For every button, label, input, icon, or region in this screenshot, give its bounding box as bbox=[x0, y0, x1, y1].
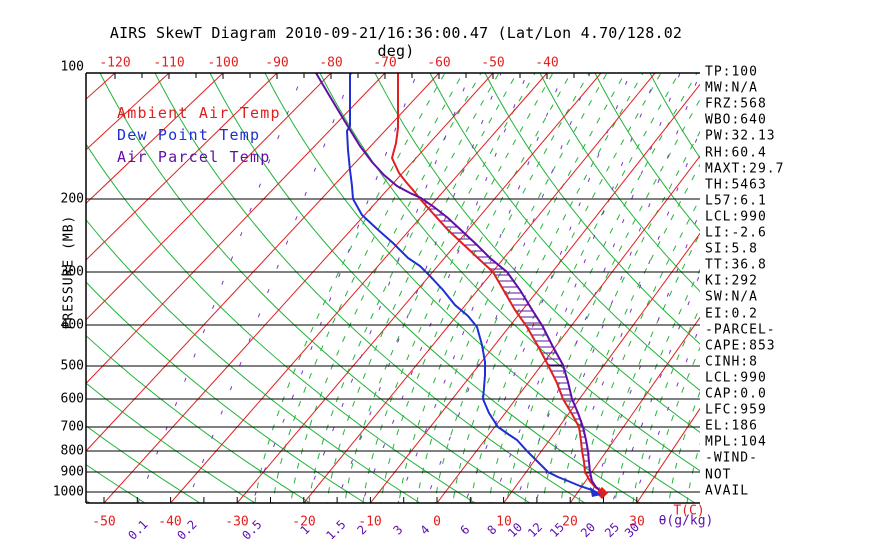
parameter-line: FRZ:568 bbox=[705, 96, 767, 112]
parameter-line: SI:5.8 bbox=[705, 241, 758, 257]
parameter-line: CINH:8 bbox=[705, 354, 758, 370]
parameter-line: TH:5463 bbox=[705, 177, 767, 193]
bottom-axis-tick-label: 30 bbox=[629, 514, 645, 530]
parameter-line: MPL:104 bbox=[705, 434, 767, 450]
pressure-tick-label: 300 bbox=[60, 264, 84, 280]
parameter-line: -PARCEL- bbox=[705, 322, 776, 338]
parameter-line: AVAIL bbox=[705, 483, 750, 499]
page-title: AIRS SkewT Diagram 2010-09-21/16:36:00.4… bbox=[109, 24, 683, 60]
parameter-line: LFC:959 bbox=[705, 402, 767, 418]
top-axis-tick-label: -80 bbox=[319, 55, 343, 71]
parameter-line: L57:6.1 bbox=[705, 193, 767, 209]
parameter-line: CAPE:853 bbox=[705, 338, 776, 354]
bottom-axis-tick-label: -20 bbox=[292, 514, 316, 530]
surface-temp-marker bbox=[596, 487, 608, 499]
parameter-line: LCL:990 bbox=[705, 209, 767, 225]
parameter-line: TP:100 bbox=[705, 64, 758, 80]
bottom-axis-tick-label: -10 bbox=[358, 514, 382, 530]
parameter-line: PW:32.13 bbox=[705, 128, 776, 144]
legend-dew-point-temp: Dew Point Temp bbox=[117, 126, 261, 144]
parameter-line: CAP:0.0 bbox=[705, 386, 767, 402]
bottom-axis-tick-label: -40 bbox=[158, 514, 182, 530]
top-axis-tick-label: -120 bbox=[99, 55, 131, 71]
temperature-unit-label: T(C) bbox=[673, 503, 705, 519]
bottom-axis-tick-label: 10 bbox=[496, 514, 512, 530]
parameter-line: NOT bbox=[705, 467, 732, 482]
top-axis-tick-label: -110 bbox=[153, 55, 185, 71]
parameter-line: -WIND- bbox=[705, 450, 758, 466]
pressure-tick-label: 500 bbox=[60, 358, 84, 374]
parameter-line: RH:60.4 bbox=[705, 145, 767, 160]
bottom-axis-tick-label: -30 bbox=[225, 514, 249, 530]
bottom-axis-tick-label: 20 bbox=[562, 514, 578, 530]
legend-ambient-air-temp: Ambient Air Temp bbox=[117, 104, 281, 122]
top-axis-tick-label: -40 bbox=[535, 55, 559, 71]
axes-frame bbox=[85, 72, 700, 504]
surface-dewpoint-marker bbox=[590, 487, 601, 497]
pressure-tick-label: 600 bbox=[60, 391, 84, 407]
pressure-tick-label: 800 bbox=[60, 443, 84, 459]
pressure-tick-label: 400 bbox=[60, 317, 84, 333]
top-axis-tick-label: -70 bbox=[373, 55, 397, 71]
bottom-axis-tick-label: 0 bbox=[433, 514, 441, 530]
parameter-line: KI:292 bbox=[705, 273, 758, 289]
pressure-tick-label: 200 bbox=[60, 191, 84, 207]
parameter-line: TT:36.8 bbox=[705, 257, 767, 273]
legend-air-parcel-temp: Air Parcel Temp bbox=[117, 148, 271, 166]
parameter-line: EI:0.2 bbox=[705, 306, 758, 321]
bottom-axis-tick-label: -50 bbox=[92, 514, 116, 530]
parameter-line: MAXT:29.7 bbox=[705, 161, 785, 177]
parameter-line: SW:N/A bbox=[705, 289, 758, 305]
pressure-tick-label: 700 bbox=[60, 419, 84, 435]
pressure-tick-label: 1000 bbox=[52, 484, 84, 500]
top-axis-tick-label: -50 bbox=[481, 55, 505, 71]
mixing-ratio-unit-label: θ(g/kg) bbox=[658, 513, 714, 529]
parameter-line: WBO:640 bbox=[705, 112, 767, 128]
parameter-line: MW:N/A bbox=[705, 80, 758, 96]
pressure-tick-label: 100 bbox=[60, 59, 84, 75]
pressure-tick-label: 900 bbox=[60, 464, 84, 480]
top-axis-tick-label: -100 bbox=[207, 55, 239, 71]
parameter-line: LCL:990 bbox=[705, 370, 767, 386]
top-axis-tick-label: -90 bbox=[265, 55, 289, 71]
parameter-line: LI:-2.6 bbox=[705, 225, 767, 241]
ambient-air-temp-curve bbox=[390, 73, 603, 493]
top-axis-tick-label: -60 bbox=[427, 55, 451, 71]
parameter-line: EL:186 bbox=[705, 418, 758, 434]
air-parcel-temp-curve bbox=[315, 73, 602, 492]
plot-area bbox=[86, 73, 700, 503]
dew-point-temp-curve bbox=[345, 73, 599, 494]
